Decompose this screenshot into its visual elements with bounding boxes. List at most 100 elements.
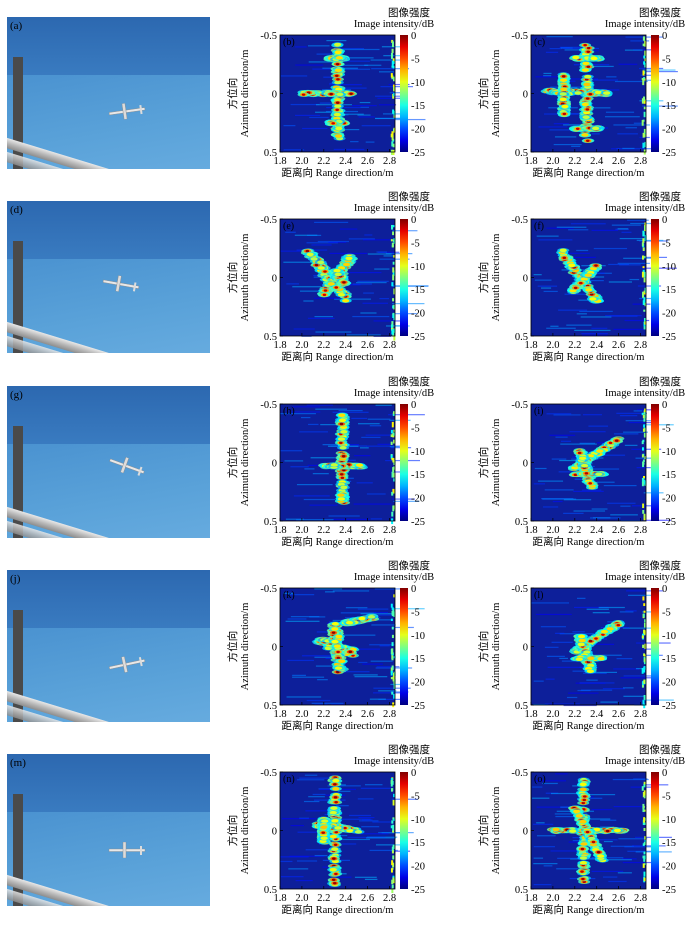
colorbar-tick-label: -10 — [662, 78, 676, 89]
colorbar-title-cn: 图像强度 — [639, 559, 681, 572]
colorbar-title-cn: 图像强度 — [388, 190, 430, 203]
colorbar-tick-label: -5 — [411, 423, 420, 434]
y-tick-label: 0 — [523, 827, 528, 838]
colorbar-tick-label: -20 — [411, 125, 425, 136]
x-tick-label: 2.0 — [546, 893, 559, 904]
colorbar-tick-label: -10 — [662, 262, 676, 273]
x-axis-label: 距离向 Range direction/m — [533, 350, 645, 363]
x-tick-label: 2.2 — [317, 893, 330, 904]
colorbar-tick-label: -10 — [662, 815, 676, 826]
x-tick-label: 2.4 — [590, 709, 604, 720]
y-tick-label: 0.5 — [515, 885, 528, 896]
y-axis-label-en: Azimuth direction/m — [491, 603, 502, 691]
y-axis-label-cn: 方位向 — [226, 78, 239, 110]
y-tick-label: 0.5 — [264, 701, 277, 712]
x-tick-label: 2.2 — [317, 340, 330, 351]
x-tick-label: 2.6 — [612, 156, 625, 167]
colorbar-tick-label: -25 — [411, 148, 425, 159]
colorbar — [400, 35, 408, 152]
y-axis-label-en: Azimuth direction/m — [240, 419, 251, 507]
chamber-photo: (m) — [7, 754, 210, 906]
heatmap-image — [280, 772, 418, 893]
colorbar — [651, 404, 659, 521]
colorbar-tick-label: -15 — [411, 654, 425, 665]
x-tick-label: 2.6 — [612, 525, 625, 536]
chamber-photo: (d) — [7, 201, 210, 353]
colorbar-tick-label: -20 — [411, 494, 425, 505]
x-tick-label: 2.6 — [361, 156, 374, 167]
colorbar-tick-label: -20 — [662, 862, 676, 873]
y-tick-label: 0.5 — [515, 332, 528, 343]
x-tick-label: 2.6 — [361, 525, 374, 536]
colorbar — [651, 588, 659, 705]
x-tick-label: 2.0 — [295, 709, 308, 720]
panel-label: (c) — [534, 37, 545, 48]
colorbar-title-cn: 图像强度 — [639, 743, 681, 756]
colorbar-title-cn: 图像强度 — [388, 559, 430, 572]
colorbar-tick-label: -5 — [411, 238, 420, 249]
colorbar-tick-label: -20 — [662, 125, 676, 136]
y-axis-label-cn: 方位向 — [226, 447, 239, 479]
x-tick-label: 2.4 — [339, 525, 353, 536]
x-tick-label: 2.2 — [317, 156, 330, 167]
colorbar-tick-label: -25 — [662, 517, 676, 528]
y-axis-label-en: Azimuth direction/m — [240, 50, 251, 138]
x-axis-label: 距离向 Range direction/m — [282, 903, 394, 916]
colorbar-tick-label: -10 — [662, 631, 676, 642]
colorbar-title-en: Image intensity/dB — [354, 388, 434, 399]
colorbar — [651, 772, 659, 889]
colorbar — [400, 219, 408, 336]
y-axis-label-en: Azimuth direction/m — [240, 787, 251, 875]
x-tick-label: 2.4 — [339, 340, 353, 351]
colorbar-title-cn: 图像强度 — [388, 743, 430, 756]
y-axis-label-cn: 方位向 — [477, 631, 490, 663]
y-tick-label: -0.5 — [511, 31, 528, 42]
colorbar-title-en: Image intensity/dB — [354, 19, 434, 30]
y-axis-label-cn: 方位向 — [477, 262, 490, 294]
colorbar-tick-label: 0 — [411, 400, 416, 411]
y-tick-label: 0 — [272, 90, 277, 101]
colorbar-tick-label: -5 — [662, 423, 671, 434]
panel-label: (e) — [283, 221, 294, 232]
photo-label: (g) — [10, 389, 23, 401]
y-axis-label-cn: 方位向 — [226, 262, 239, 294]
y-tick-label: 0.5 — [264, 148, 277, 159]
colorbar-tick-label: -20 — [411, 862, 425, 873]
colorbar-tick-label: -20 — [662, 678, 676, 689]
colorbar-tick-label: -25 — [662, 148, 676, 159]
y-axis-label-en: Azimuth direction/m — [491, 234, 502, 322]
panel-label: (h) — [283, 406, 295, 417]
y-tick-label: -0.5 — [260, 400, 277, 411]
colorbar — [400, 404, 408, 521]
x-tick-label: 2.0 — [295, 340, 308, 351]
colorbar-title-en: Image intensity/dB — [354, 203, 434, 214]
panel-label: (f) — [534, 221, 544, 232]
colorbar-tick-label: -20 — [662, 309, 676, 320]
colorbar-tick-label: 0 — [662, 584, 667, 595]
x-axis-label: 距离向 Range direction/m — [282, 719, 394, 732]
x-axis-label: 距离向 Range direction/m — [282, 166, 394, 179]
colorbar-tick-label: -10 — [411, 78, 425, 89]
y-tick-label: 0 — [272, 274, 277, 285]
x-tick-label: 2.8 — [634, 709, 647, 720]
x-tick-label: 2.8 — [383, 340, 396, 351]
y-tick-label: -0.5 — [260, 584, 277, 595]
x-tick-label: 2.0 — [546, 709, 559, 720]
x-tick-label: 2.0 — [546, 525, 559, 536]
colorbar-tick-label: -15 — [662, 470, 676, 481]
colorbar-title-cn: 图像强度 — [388, 6, 430, 19]
x-tick-label: 2.2 — [568, 525, 581, 536]
colorbar — [651, 35, 659, 152]
colorbar-tick-label: 0 — [411, 31, 416, 42]
x-tick-label: 2.8 — [383, 709, 396, 720]
y-tick-label: 0 — [523, 90, 528, 101]
